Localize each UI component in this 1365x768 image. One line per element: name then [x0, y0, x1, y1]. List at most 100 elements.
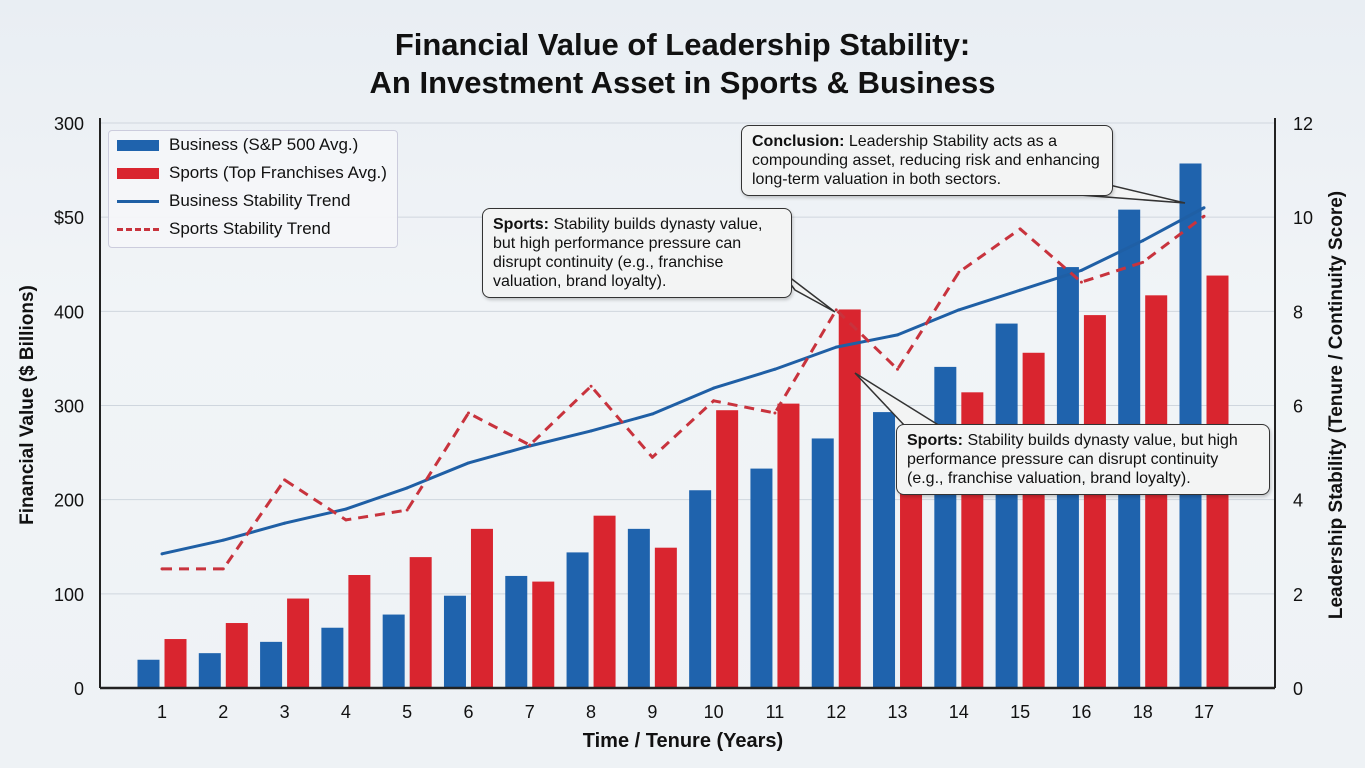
- x-tick-label: 2: [218, 702, 228, 722]
- x-tick-label: 11: [766, 702, 785, 722]
- y-tick-label: 400: [54, 302, 84, 322]
- x-tick-label: 9: [647, 702, 657, 722]
- x-tick-label: 4: [341, 702, 351, 722]
- bar-sports: [470, 528, 493, 688]
- bar-business: [995, 323, 1018, 688]
- annotation-sports-2: Sports: Stability builds dynasty value, …: [896, 424, 1270, 495]
- trend-point: [1202, 214, 1206, 218]
- bar-business: [443, 595, 466, 688]
- trend-point: [1079, 268, 1083, 272]
- trend-point: [1079, 280, 1083, 284]
- trend-point: [712, 386, 716, 390]
- trend-point: [283, 521, 287, 525]
- legend-swatch: [117, 139, 159, 151]
- bar-business: [260, 641, 283, 688]
- annotation-text: Leadership Stability acts as a compoundi…: [752, 133, 1100, 188]
- legend-item-sports: Sports (Top Franchises Avg.): [109, 159, 397, 187]
- x-tick-label: 6: [463, 702, 473, 722]
- y-tick-label: 100: [54, 585, 84, 605]
- bar-business: [382, 614, 405, 688]
- y2-tick-label: 2: [1293, 585, 1303, 605]
- trend-point: [344, 507, 348, 511]
- trend-point: [896, 367, 900, 371]
- bar-sports: [164, 639, 187, 688]
- legend-swatch: [117, 227, 159, 231]
- legend-label: Sports Stability Trend: [169, 219, 331, 238]
- trend-point: [1018, 227, 1022, 231]
- y2-tick-label: 12: [1293, 114, 1313, 134]
- bar-business: [198, 653, 221, 688]
- bar-business: [873, 412, 896, 688]
- trend-point: [344, 518, 348, 522]
- chart-title: Financial Value of Leadership Stability:…: [0, 26, 1365, 102]
- bar-sports: [532, 581, 555, 688]
- legend-swatch: [117, 199, 159, 203]
- y2-tick-label: 10: [1293, 208, 1313, 228]
- y-axis-label: Financial Value ($ Billions): [17, 285, 38, 525]
- x-tick-label: 5: [402, 702, 412, 722]
- y-tick-label: $50: [54, 208, 84, 228]
- y2-axis-label: Leadership Stability (Tenure / Continuit…: [1326, 191, 1347, 619]
- y2-tick-label: 0: [1293, 679, 1303, 699]
- y-tick-label: 300: [54, 397, 84, 417]
- x-tick-label: 14: [949, 702, 969, 722]
- legend-label: Sports (Top Franchises Avg.): [169, 163, 387, 182]
- x-tick-label: 12: [826, 702, 846, 722]
- trend-point: [221, 567, 225, 571]
- x-tick-label: 16: [1071, 702, 1091, 722]
- bar-business: [566, 552, 589, 688]
- bar-sports: [838, 309, 861, 688]
- bar-business: [321, 627, 344, 688]
- annotation-text: Stability builds dynasty value, but high…: [907, 432, 1238, 487]
- bar-sports: [1083, 315, 1106, 688]
- y2-tick-label: 6: [1293, 397, 1303, 417]
- bar-business: [137, 659, 160, 688]
- trend-point: [834, 345, 838, 349]
- trend-point: [1018, 288, 1022, 292]
- legend-item-sports-trend: Sports Stability Trend: [109, 215, 397, 243]
- annotation-bold: Conclusion:: [752, 133, 845, 150]
- bar-business: [750, 468, 773, 688]
- x-tick-label: 17: [1194, 702, 1214, 722]
- trend-point: [773, 367, 777, 371]
- trend-point: [957, 308, 961, 312]
- bar-sports: [777, 403, 800, 688]
- annotation-text: Stability builds dynasty value, but high…: [493, 216, 763, 290]
- annotation-bold: Sports:: [907, 432, 963, 449]
- trend-point: [650, 412, 654, 416]
- title-line-2: An Investment Asset in Sports & Business: [369, 65, 996, 100]
- trend-point: [466, 411, 470, 415]
- bar-sports: [287, 598, 310, 688]
- bar-sports: [409, 557, 432, 688]
- annotation-conclusion: Conclusion: Leadership Stability acts as…: [741, 125, 1113, 196]
- bar-sports: [900, 462, 923, 688]
- bar-sports: [593, 515, 616, 688]
- x-tick-label: 18: [1133, 702, 1153, 722]
- trend-point: [589, 384, 593, 388]
- x-axis-label: Time / Tenure (Years): [583, 730, 783, 752]
- trend-point: [1202, 206, 1206, 210]
- y-tick-label: 300: [54, 114, 84, 134]
- y-tick-label: 0: [74, 679, 84, 699]
- trend-point: [589, 429, 593, 433]
- trend-point: [957, 270, 961, 274]
- legend-item-business-trend: Business Stability Trend: [109, 187, 397, 215]
- trend-point: [405, 508, 409, 512]
- y-tick-label: 200: [54, 491, 84, 511]
- trend-point: [160, 567, 164, 571]
- x-tick-label: 8: [586, 702, 596, 722]
- trend-point: [650, 455, 654, 459]
- legend-label: Business (S&P 500 Avg.): [169, 135, 359, 154]
- bar-business: [811, 438, 834, 688]
- x-tick-label: 13: [888, 702, 908, 722]
- y2-tick-label: 8: [1293, 302, 1303, 322]
- trend-point: [896, 333, 900, 337]
- line-sports-trend: [162, 215, 1205, 571]
- trend-point: [1141, 260, 1145, 264]
- annotation-sports-1: Sports: Stability builds dynasty value, …: [482, 208, 792, 298]
- bar-sports: [225, 623, 248, 688]
- trend-point: [834, 308, 838, 312]
- y2-tick-label: 4: [1293, 491, 1303, 511]
- bar-business: [689, 490, 712, 688]
